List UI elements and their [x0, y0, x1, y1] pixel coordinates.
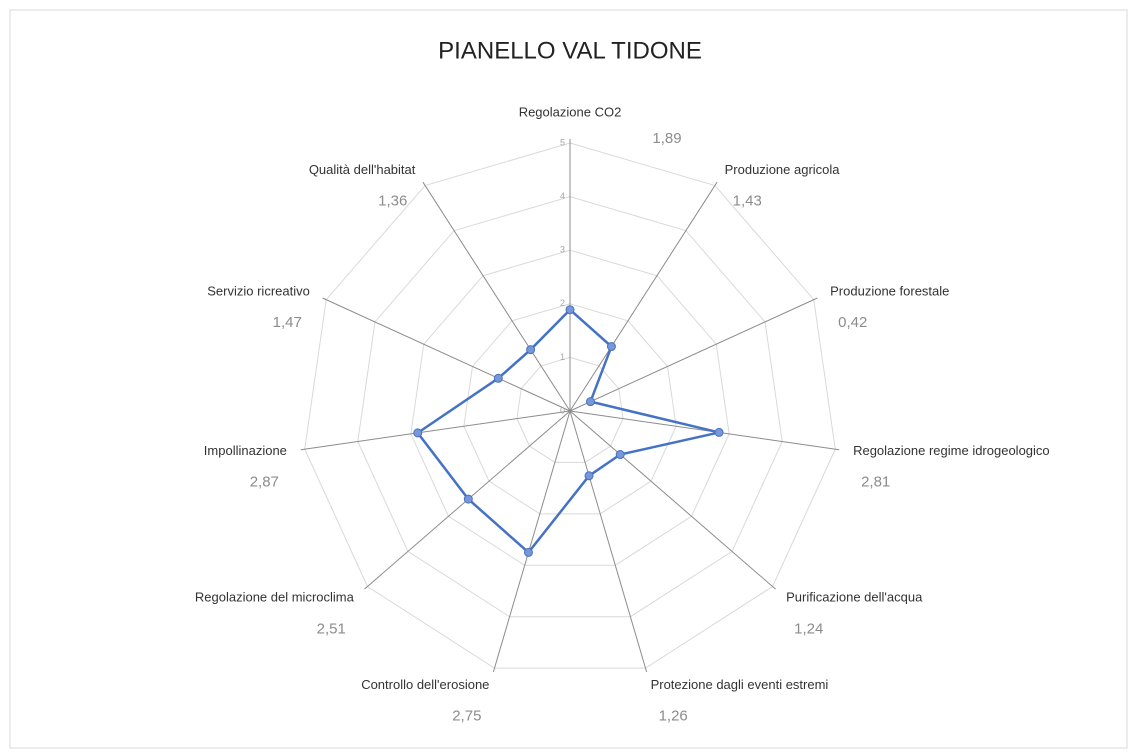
grid-line [304, 142, 836, 669]
marker [565, 305, 575, 315]
y-tick-label: 4 [560, 191, 565, 201]
marker [714, 427, 724, 437]
data-label: 1,24 [794, 620, 823, 637]
spoke [322, 297, 571, 412]
marker [413, 428, 423, 438]
category-label: Impollinazione [204, 443, 287, 458]
marker [585, 397, 595, 407]
grid-line [357, 196, 783, 618]
marker [606, 342, 616, 352]
data-label: 2,87 [250, 474, 279, 491]
category-label: Servizio ricreativo [207, 284, 310, 299]
y-tick-label: 0 [560, 405, 565, 415]
marker [526, 345, 536, 355]
series-line [415, 307, 720, 555]
y-tick-label: 3 [560, 245, 565, 255]
y-tick-label: 5 [560, 137, 565, 147]
category-label: Protezione dagli eventi estremi [651, 677, 829, 692]
data-label: 1,47 [273, 314, 302, 331]
category-label: Produzione agricola [725, 162, 841, 177]
data-label: 1,36 [378, 192, 407, 209]
category-label: Controllo dell'erosione [361, 677, 489, 692]
marker [615, 450, 625, 460]
y-tick-label: 1 [560, 352, 565, 362]
spoke [300, 410, 571, 451]
data-label: 2,75 [452, 707, 481, 724]
spoke [569, 410, 840, 451]
marker [463, 494, 473, 504]
y-tick-label: 2 [560, 298, 565, 308]
spoke [569, 181, 718, 412]
grid-line [463, 303, 677, 515]
marker [584, 471, 594, 481]
marker [523, 547, 533, 557]
spoke [569, 410, 648, 673]
data-label: 1,26 [659, 707, 688, 724]
spoke [492, 410, 571, 673]
data-label: 2,51 [317, 620, 346, 637]
grid-line [410, 249, 730, 566]
category-label: Regolazione del microclima [195, 590, 355, 605]
category-label: Regolazione regime idrogeologico [853, 443, 1050, 458]
category-label: Purificazione dell'acqua [786, 590, 923, 605]
data-label: 1,89 [652, 130, 681, 147]
category-label: Regolazione CO2 [519, 104, 622, 119]
grid-line [516, 356, 624, 463]
marker [493, 373, 503, 383]
data-label: 1,43 [733, 192, 762, 209]
data-label: 0,42 [838, 314, 867, 331]
spoke [422, 181, 571, 412]
category-label: Produzione forestale [830, 284, 949, 299]
spoke [569, 410, 776, 590]
category-label: Qualità dell'habitat [309, 162, 416, 177]
spoke [569, 297, 818, 412]
chart-frame [9, 9, 1128, 749]
data-label: 2,81 [861, 474, 890, 491]
chart-title: PIANELLO VAL TIDONE [438, 37, 702, 64]
